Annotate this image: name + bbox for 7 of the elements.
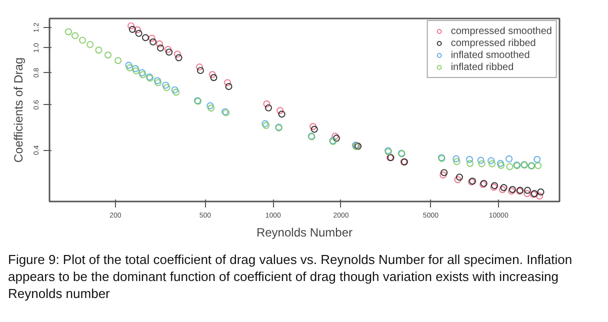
- caption: Figure 9: Plot of the total coefficient of drag values vs. Reynolds Number for all specimen. Inflation appears to be the dominant function of coefficient of drag though variation exists with increasing Reynolds number: [8, 251, 574, 302]
- legend-label: compressed smoothed: [450, 25, 552, 37]
- y-axis-title: Coefficients of Drag: [12, 57, 26, 163]
- legend-label: compressed ribbed: [450, 37, 536, 49]
- legend-label: inflated smoothed: [450, 49, 530, 61]
- legend-label: inflated ribbed: [450, 61, 514, 73]
- x-axis-title: Reynolds Number: [256, 226, 353, 240]
